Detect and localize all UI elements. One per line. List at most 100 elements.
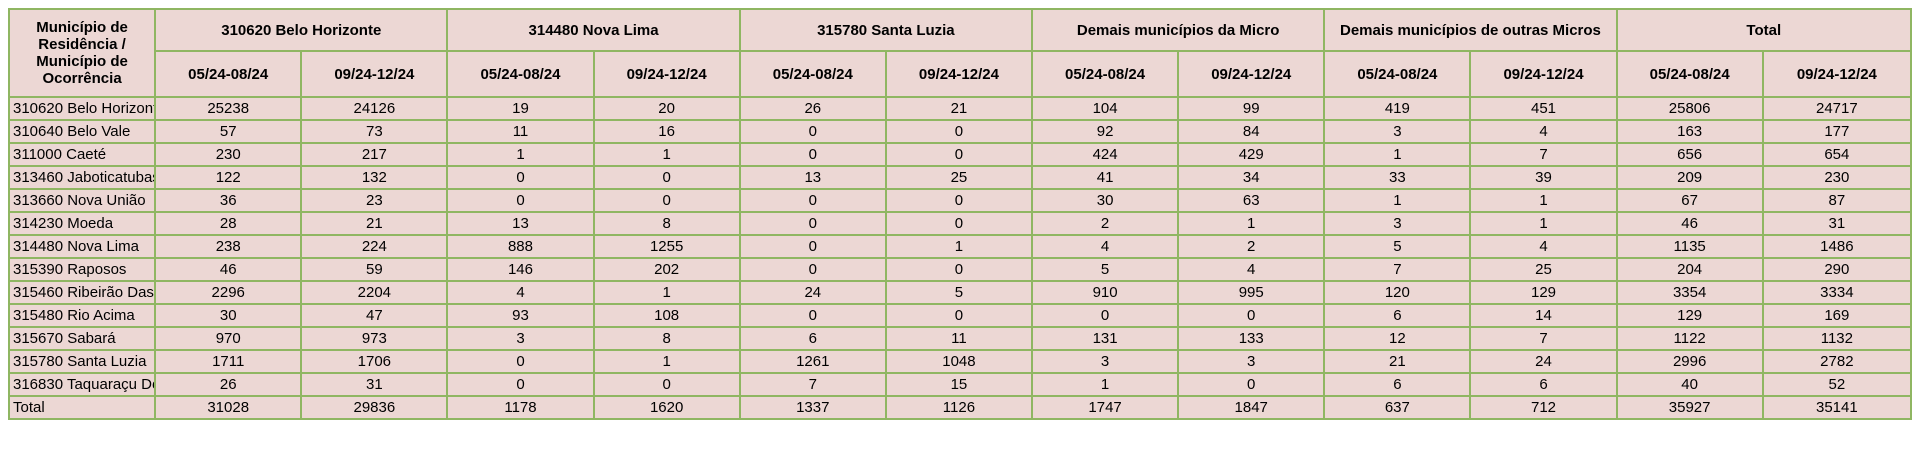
table-cell: 5: [1031, 257, 1180, 282]
table-cell: 1132: [1761, 326, 1913, 351]
table-cell: 20: [592, 96, 741, 121]
table-cell: 0: [738, 142, 887, 167]
table-cell: 12: [1323, 326, 1472, 351]
table-cell: 0: [738, 303, 887, 328]
table-row: 311000 Caeté 230 217 1 1 0 0 424 429 1 7 656 654: [7, 142, 1913, 167]
table-cell: 25: [1469, 257, 1618, 282]
table-cell: 16: [592, 119, 741, 144]
row-label: 311000 Caeté: [7, 142, 157, 167]
table-cell: 0: [1177, 372, 1326, 397]
table-cell: 3: [1323, 119, 1472, 144]
period-header: 09/24-12/24: [1469, 50, 1618, 98]
table-cell: 24126: [300, 96, 449, 121]
table-cell: 1486: [1761, 234, 1913, 259]
table-cell: 4: [1469, 119, 1618, 144]
table-cell: 129: [1615, 303, 1764, 328]
table-cell: 1: [1469, 211, 1618, 236]
table-row: 310640 Belo Vale 57 73 11 16 0 0 92 84 3 4 163 177: [7, 119, 1913, 144]
table-cell: 1135: [1615, 234, 1764, 259]
table-cell: 424: [1031, 142, 1180, 167]
table-cell: 429: [1177, 142, 1326, 167]
table-cell: 104: [1031, 96, 1180, 121]
table-cell: 217: [300, 142, 449, 167]
corner-header: Município de Residência / Município de O…: [7, 8, 157, 98]
table-cell: 1: [1323, 188, 1472, 213]
period-header: 09/24-12/24: [884, 50, 1034, 98]
table-cell: 129: [1469, 280, 1618, 305]
table-cell: 1: [592, 349, 741, 374]
table-cell: 238: [154, 234, 303, 259]
table-cell: 4: [1177, 257, 1326, 282]
table-cell: 73: [300, 119, 449, 144]
table-cell: 30: [1031, 188, 1180, 213]
table-cell: 204: [1615, 257, 1764, 282]
table-cell: 1: [1323, 142, 1472, 167]
table-cell: 4: [1031, 234, 1180, 259]
table-cell: 1: [884, 234, 1034, 259]
row-label: 313460 Jaboticatubas: [7, 165, 157, 190]
table-cell: 4: [446, 280, 595, 305]
table-cell: 0: [592, 372, 741, 397]
row-label: Total: [7, 395, 157, 420]
table-cell: 177: [1761, 119, 1913, 144]
period-header: 05/24-08/24: [154, 50, 303, 98]
table-cell: 3: [1323, 211, 1472, 236]
table-cell: 419: [1323, 96, 1472, 121]
table-cell: 11: [446, 119, 595, 144]
table-cell: 7: [1469, 326, 1618, 351]
period-header: 05/24-08/24: [738, 50, 887, 98]
table-cell: 637: [1323, 395, 1472, 420]
row-label: 315670 Sabará: [7, 326, 157, 351]
table-cell: 26: [154, 372, 303, 397]
table-cell: 1: [1031, 372, 1180, 397]
table-cell: 1: [592, 280, 741, 305]
table-cell: 0: [592, 165, 741, 190]
table-cell: 0: [884, 142, 1034, 167]
table-row: 315460 Ribeirão Das Neves229622044124591…: [7, 280, 1913, 305]
table-cell: 35141: [1761, 395, 1913, 420]
row-label: 315390 Raposos: [7, 257, 157, 282]
table-cell: 1048: [884, 349, 1034, 374]
row-label: 314230 Moeda: [7, 211, 157, 236]
table-cell: 3354: [1615, 280, 1764, 305]
table-cell: 1747: [1031, 395, 1180, 420]
table-cell: 2296: [154, 280, 303, 305]
table-cell: 1126: [884, 395, 1034, 420]
table-cell: 1: [1469, 188, 1618, 213]
table-cell: 19: [446, 96, 595, 121]
table-cell: 31: [300, 372, 449, 397]
table-cell: 0: [1177, 303, 1326, 328]
table-cell: 4: [1469, 234, 1618, 259]
table-row: 313660 Nova União 36 23 0 0 0 0 30 63 1 1 67 87: [7, 188, 1913, 213]
table-cell: 6: [1323, 372, 1472, 397]
table-cell: 1122: [1615, 326, 1764, 351]
table-cell: 47: [300, 303, 449, 328]
table-cell: 0: [884, 303, 1034, 328]
table-cell: 46: [154, 257, 303, 282]
table-cell: 5: [1323, 234, 1472, 259]
table-cell: 0: [738, 234, 887, 259]
table-cell: 1620: [592, 395, 741, 420]
table-cell: 2782: [1761, 349, 1913, 374]
group-header-belo-horizonte: 310620 Belo Horizonte: [154, 8, 449, 52]
table-cell: 1: [446, 142, 595, 167]
table-cell: 0: [884, 257, 1034, 282]
total-row: Total 31028 29836 1178 1620 1337 1126 1747 1847 6…: [7, 395, 1913, 420]
table-cell: 108: [592, 303, 741, 328]
table-cell: 46: [1615, 211, 1764, 236]
table-cell: 122: [154, 165, 303, 190]
period-header: 09/24-12/24: [1177, 50, 1326, 98]
table-cell: 2204: [300, 280, 449, 305]
table-cell: 21: [1323, 349, 1472, 374]
table-cell: 656: [1615, 142, 1764, 167]
table-cell: 163: [1615, 119, 1764, 144]
table-cell: 8: [592, 326, 741, 351]
table-cell: 2: [1031, 211, 1180, 236]
table-row: 314230 Moeda 28 21 13 8 0 0 2 1 3 1 46 31: [7, 211, 1913, 236]
table-cell: 13: [738, 165, 887, 190]
table-cell: 29836: [300, 395, 449, 420]
table-cell: 15: [884, 372, 1034, 397]
table-cell: 41: [1031, 165, 1180, 190]
table-cell: 0: [446, 165, 595, 190]
group-header-nova-lima: 314480 Nova Lima: [446, 8, 741, 52]
